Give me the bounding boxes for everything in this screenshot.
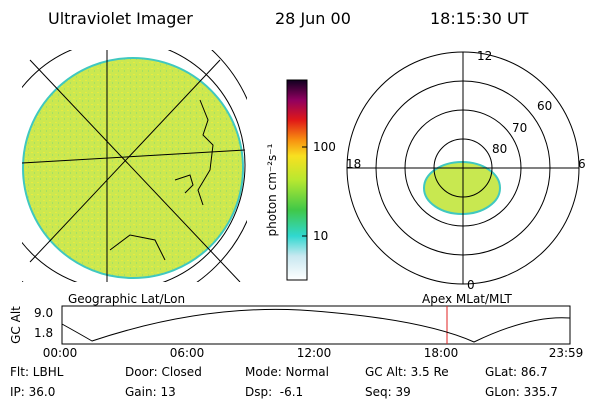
mlt-label: 12 [477, 49, 492, 63]
panel-title: Geographic Lat/Lon [68, 292, 185, 306]
info-field: Mode: Normal [245, 365, 329, 379]
info-field: Seq: 39 [365, 385, 411, 399]
colorbar [286, 79, 308, 281]
colorbar-tick-label: 100 [313, 140, 336, 154]
mlt-label: 18 [346, 157, 361, 171]
lat-label: 70 [512, 121, 527, 135]
info-field: IP: 36.0 [10, 385, 55, 399]
info-field: GLat: 86.7 [485, 365, 548, 379]
date: 28 Jun 00 [275, 9, 351, 28]
x-tick-label: 06:00 [170, 346, 205, 360]
mlt-label: 0 [467, 278, 475, 292]
title: Ultraviolet Imager [48, 9, 193, 28]
info-field: Dsp: -6.1 [245, 385, 303, 399]
info-field: GLon: 335.7 [485, 385, 558, 399]
colorbar-label: photon cm⁻²s⁻¹ [265, 143, 279, 236]
mlt-label: 6 [578, 157, 586, 171]
panel-title: Apex MLat/MLT [422, 292, 512, 306]
time: 18:15:30 UT [430, 9, 529, 28]
altitude-curve [61, 308, 571, 343]
x-tick-label: 23:59 [549, 346, 584, 360]
info-field: Door: Closed [125, 365, 202, 379]
polar-plot [346, 51, 580, 285]
y-tick-label: 1.8 [34, 326, 53, 340]
x-tick-label: 00:00 [43, 346, 78, 360]
info-field: Gain: 13 [125, 385, 176, 399]
colorbar-tick-label: 10 [313, 229, 328, 243]
x-tick-label: 18:00 [424, 346, 459, 360]
lat-label: 80 [492, 142, 507, 156]
info-field: Flt: LBHL [10, 365, 64, 379]
x-tick-label: 12:00 [297, 346, 332, 360]
info-field: GC Alt: 3.5 Re [365, 365, 449, 379]
lat-label: 60 [537, 99, 552, 113]
y-tick-label: 9.0 [34, 306, 53, 320]
altitude-panel [61, 305, 571, 345]
earth-image [22, 50, 247, 282]
axis-label: GC Alt [9, 306, 23, 344]
